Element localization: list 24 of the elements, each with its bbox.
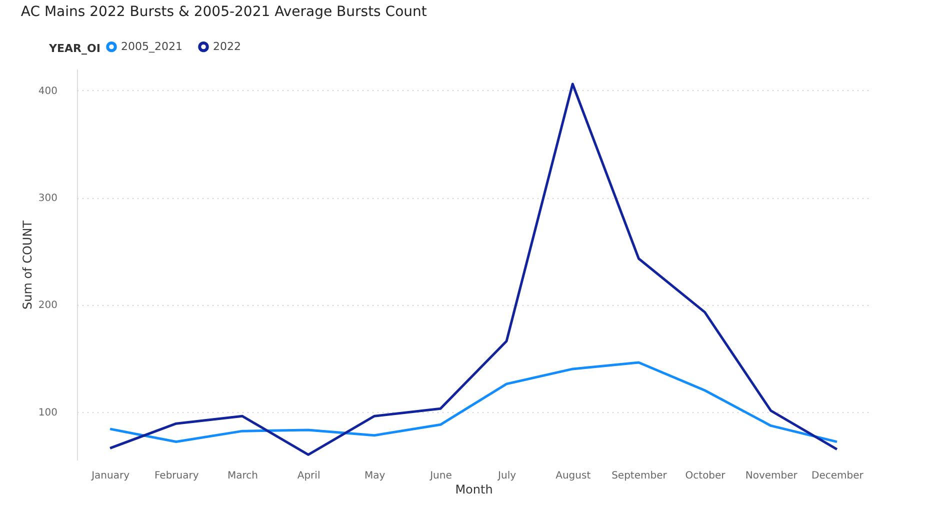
chart-title: AC Mains 2022 Bursts & 2005-2021 Average Bursts Count — [20, 4, 428, 20]
x-tick-label: October — [685, 470, 726, 482]
legend-title: YEAR_OI — [48, 42, 100, 55]
y-axis-title: Sum of COUNT — [20, 220, 34, 310]
x-tick-label: July — [497, 470, 516, 482]
legend-label: 2005_2021 — [121, 40, 182, 53]
line-series — [108, 361, 838, 444]
x-tick-label: March — [227, 470, 258, 482]
y-tick-label: 400 — [38, 86, 58, 97]
x-tick-label: December — [812, 470, 864, 482]
y-tick-label: 100 — [38, 407, 58, 418]
x-tick-label: August — [556, 470, 591, 482]
x-axis-title: Month — [455, 482, 493, 496]
x-tick-label: April — [297, 470, 320, 482]
x-tick-label: May — [364, 470, 386, 482]
x-tick-label: September — [612, 470, 668, 482]
x-tick-label: January — [90, 470, 130, 482]
line-series — [108, 82, 838, 456]
y-tick-label: 300 — [38, 193, 58, 204]
x-tick-label: February — [154, 470, 199, 482]
x-tick-label: June — [429, 470, 452, 482]
legend-label: 2022 — [213, 40, 241, 53]
y-tick-label: 200 — [38, 300, 58, 312]
x-tick-label: November — [745, 470, 798, 482]
